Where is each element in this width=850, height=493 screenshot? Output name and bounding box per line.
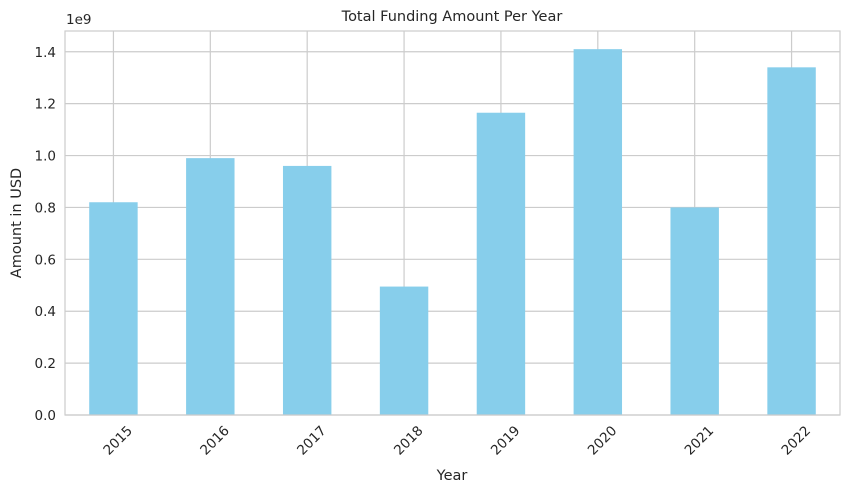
plot-frame [64,30,841,416]
plot-background [65,31,840,415]
y-tick-label: 0.2 [35,356,56,372]
y-tick-label: 0.4 [35,304,56,320]
chart-title: Total Funding Amount Per Year [341,9,563,25]
x-tick-label: 2018 [391,423,427,459]
bar-2019 [476,112,526,415]
bar-2016 [186,158,235,415]
y-offset-label: 1e9 [66,12,91,28]
y-tick-label: 1.4 [35,45,56,61]
y-tick-label: 1.2 [35,97,56,113]
y-tick-label: 0.8 [35,200,56,216]
bar-2021 [670,207,719,415]
y-axis-label: Amount in USD [9,168,25,278]
y-tick-label: 0.0 [35,408,56,424]
bar-2022 [767,67,816,415]
x-tick-label: 2015 [100,423,136,459]
x-tick-label: 2020 [585,423,621,459]
x-axis-label: Year [436,468,468,484]
x-tick-label: 2021 [682,423,718,459]
y-tick-label: 1.0 [35,149,56,165]
x-tick-label: 2017 [294,423,330,459]
x-tick-label: 2019 [488,423,524,459]
bar-2015 [89,202,138,415]
x-tick-label: 2022 [778,423,814,459]
x-tick-labels: 2015 2016 2017 2018 2019 2020 2021 2022 [100,423,814,459]
x-tick-label: 2016 [197,423,233,459]
bar-2017 [282,165,332,415]
y-tick-label: 0.6 [35,252,56,268]
bar-2018 [379,286,429,415]
bar-2020 [573,49,623,415]
y-tick-labels: 0.0 0.2 0.4 0.6 0.8 1.0 1.2 1.4 [35,45,56,424]
bar-layer [89,49,816,415]
